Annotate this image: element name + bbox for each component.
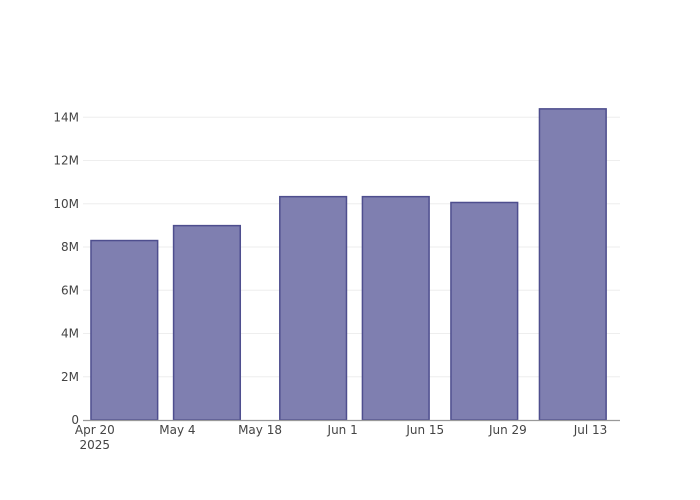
y-tick-label: 6M xyxy=(61,283,79,297)
y-tick-label: 2M xyxy=(61,370,79,384)
y-tick-label: 8M xyxy=(61,240,79,254)
bar xyxy=(279,195,348,421)
bar xyxy=(361,195,430,421)
y-tick-label: 4M xyxy=(61,327,79,341)
x-tick-label: Apr 20 xyxy=(75,423,115,437)
y-tick-label: 14M xyxy=(53,110,79,124)
x-tick-sublabel: 2025 xyxy=(80,438,111,452)
x-tick-label: May 4 xyxy=(159,423,195,437)
x-tick-label: Jun 15 xyxy=(405,423,444,437)
bar xyxy=(450,201,519,421)
bar xyxy=(172,224,242,421)
x-tick-label: May 18 xyxy=(238,423,282,437)
x-tick-label: Jul 13 xyxy=(573,423,608,437)
y-tick-label: 0 xyxy=(71,413,79,427)
bar xyxy=(538,108,607,421)
x-tick-label: Jun 29 xyxy=(488,423,527,437)
y-tick-label: 10M xyxy=(53,197,79,211)
y-tick-label: 12M xyxy=(53,154,79,168)
x-tick-label: Jun 1 xyxy=(327,423,358,437)
bar xyxy=(90,239,159,421)
